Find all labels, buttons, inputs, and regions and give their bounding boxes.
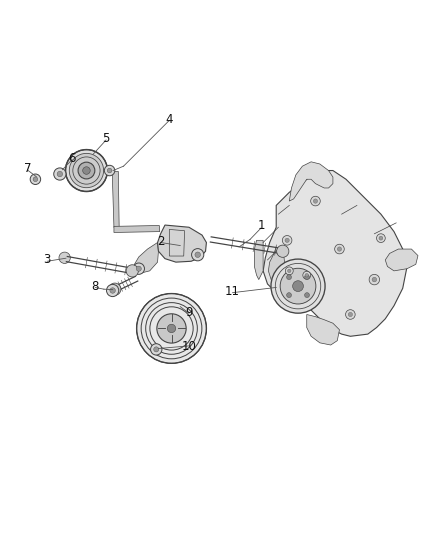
Circle shape — [167, 324, 175, 333]
Polygon shape — [110, 172, 119, 229]
Circle shape — [378, 236, 382, 240]
Circle shape — [133, 263, 144, 274]
Circle shape — [304, 274, 309, 280]
Circle shape — [59, 252, 70, 263]
Polygon shape — [306, 314, 339, 345]
Circle shape — [310, 196, 320, 206]
Circle shape — [153, 347, 159, 352]
Circle shape — [65, 150, 107, 191]
Circle shape — [347, 312, 352, 317]
Circle shape — [285, 267, 293, 275]
Text: 11: 11 — [225, 285, 240, 298]
Polygon shape — [268, 247, 304, 296]
Text: 2: 2 — [156, 235, 164, 248]
Circle shape — [78, 162, 95, 179]
Circle shape — [270, 259, 324, 313]
Circle shape — [376, 234, 385, 243]
Circle shape — [109, 283, 120, 295]
Text: 10: 10 — [181, 340, 196, 353]
Polygon shape — [262, 171, 406, 336]
Circle shape — [313, 199, 317, 203]
Circle shape — [53, 168, 66, 180]
Circle shape — [136, 266, 141, 271]
Circle shape — [371, 277, 376, 282]
Circle shape — [33, 177, 38, 182]
Circle shape — [136, 294, 206, 364]
Polygon shape — [289, 162, 332, 201]
Polygon shape — [385, 249, 417, 271]
Circle shape — [194, 252, 200, 257]
Circle shape — [286, 293, 291, 297]
Circle shape — [82, 167, 90, 174]
Circle shape — [284, 238, 289, 243]
Circle shape — [73, 157, 100, 184]
Circle shape — [279, 268, 315, 304]
Circle shape — [368, 274, 379, 285]
Circle shape — [69, 154, 103, 188]
Circle shape — [107, 168, 112, 173]
Circle shape — [57, 171, 63, 177]
Circle shape — [287, 269, 290, 272]
Polygon shape — [254, 240, 262, 280]
Circle shape — [302, 271, 310, 279]
Circle shape — [126, 265, 138, 277]
Circle shape — [104, 165, 115, 176]
Circle shape — [282, 236, 291, 245]
Text: 7: 7 — [24, 162, 31, 175]
Circle shape — [292, 281, 303, 292]
Circle shape — [276, 245, 288, 257]
Circle shape — [304, 293, 309, 297]
Circle shape — [191, 248, 203, 261]
Circle shape — [106, 285, 118, 296]
Polygon shape — [157, 225, 206, 262]
Circle shape — [156, 314, 186, 343]
Circle shape — [110, 288, 115, 293]
Circle shape — [30, 174, 41, 184]
Text: 4: 4 — [165, 112, 173, 126]
Text: 3: 3 — [43, 254, 51, 266]
Circle shape — [286, 274, 291, 280]
Circle shape — [150, 344, 162, 355]
Circle shape — [345, 310, 354, 319]
Text: 9: 9 — [185, 306, 192, 319]
Circle shape — [336, 247, 341, 251]
Circle shape — [334, 244, 343, 254]
Text: 8: 8 — [91, 280, 99, 293]
Polygon shape — [114, 225, 159, 232]
Circle shape — [304, 273, 308, 277]
Text: 6: 6 — [68, 152, 76, 165]
Polygon shape — [134, 243, 158, 273]
Text: 1: 1 — [257, 220, 264, 232]
Text: 5: 5 — [102, 132, 110, 145]
